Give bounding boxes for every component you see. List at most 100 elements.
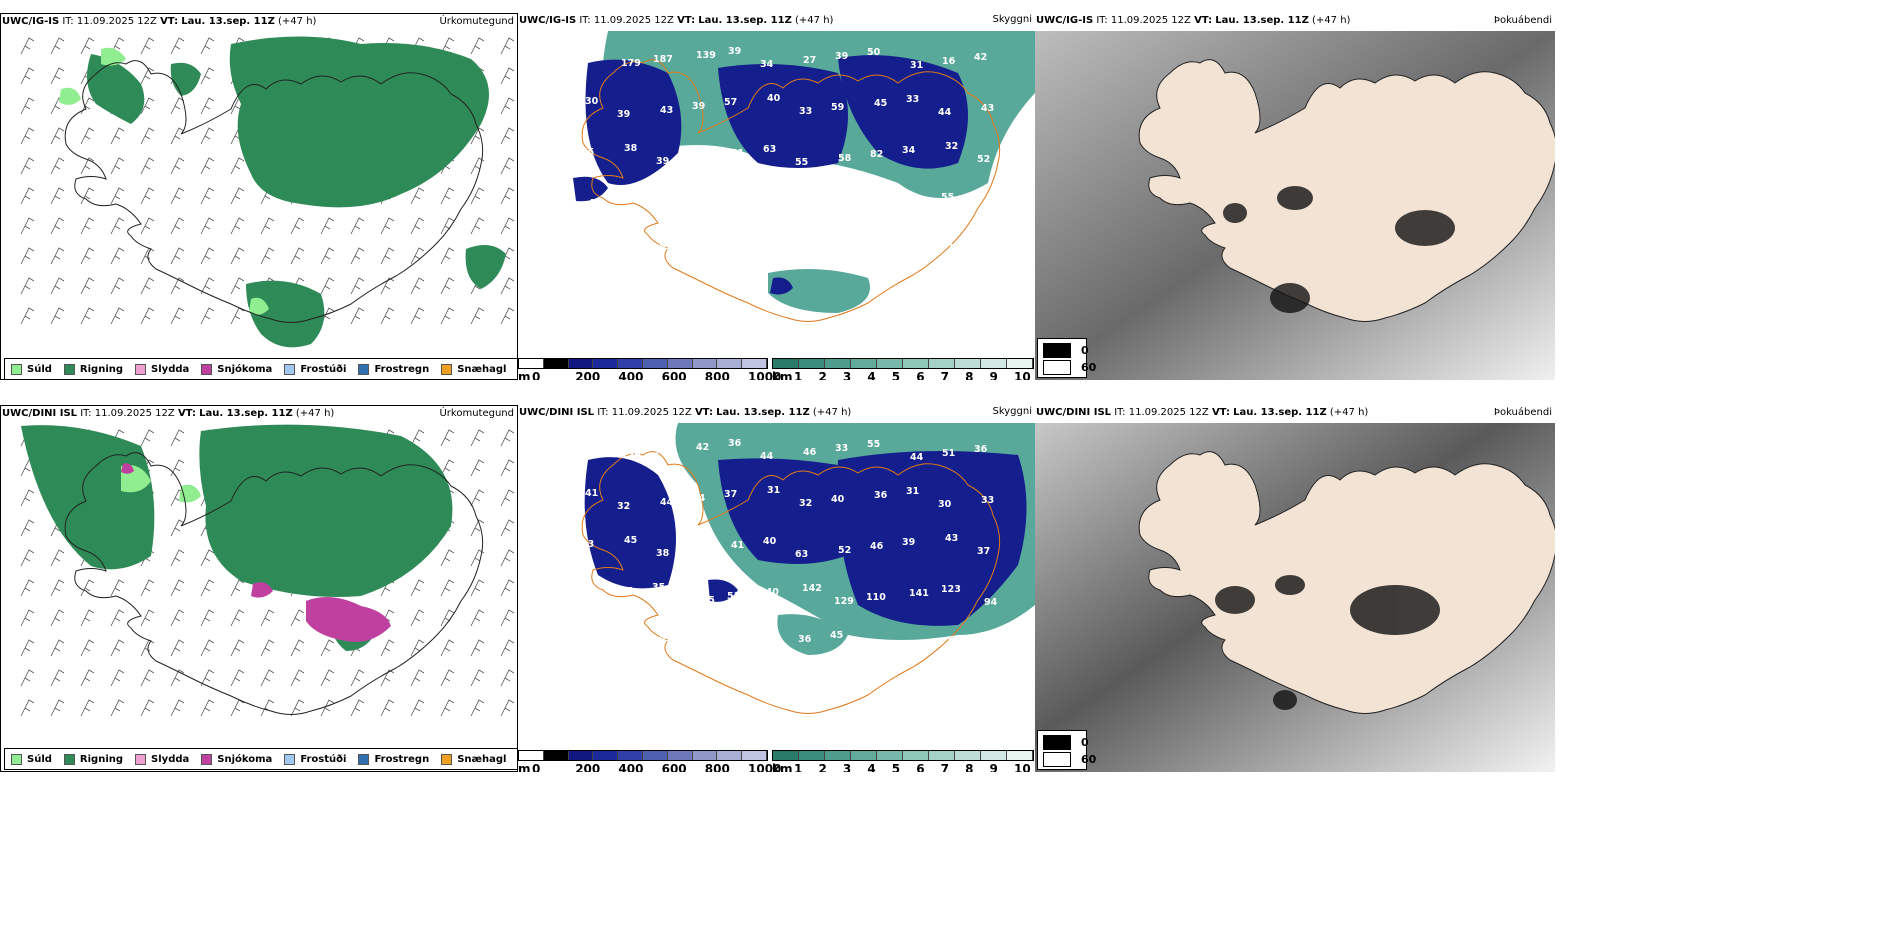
precip-title: Úrkomutegund [439, 408, 514, 419]
wind-barb [170, 699, 185, 717]
cloud-base-label: 30 [585, 96, 599, 107]
wind-barb [440, 187, 455, 205]
cloud-base-label: 37 [724, 489, 737, 500]
wind-barb [140, 157, 155, 175]
wind-barb [410, 609, 425, 627]
cloud-base-label: 34 [902, 145, 916, 156]
fog-title: Þokuábendi [1493, 15, 1552, 26]
cloud-base-label: 39 [692, 101, 705, 112]
fog-dark-spots [1215, 575, 1440, 710]
wind-barb [200, 67, 215, 85]
cloud-base-label: 54 [869, 677, 883, 688]
precip-legend: Súld Rigning Slydda Snjókoma Frostúði Frostre… [4, 748, 517, 770]
cloud-base-label: 244 [584, 641, 604, 652]
cloud-base-label: 110 [866, 592, 886, 603]
legend-label: Súld [27, 363, 52, 375]
wind-barb [200, 669, 215, 687]
cloud-base-label: 139 [696, 50, 716, 61]
wind-barb [500, 307, 515, 325]
cloud-base-label: 55 [867, 439, 880, 450]
legend-swatch [284, 753, 296, 765]
wind-barb [500, 579, 515, 597]
wind-barb [410, 699, 425, 717]
cloud-base-label: 82 [870, 149, 883, 160]
cloud-base-label: 33 [581, 539, 594, 550]
wind-barb [440, 37, 455, 55]
cloud-base-label: 141 [909, 588, 929, 599]
wind-barb [290, 669, 305, 687]
cloud-base-label: 36 [798, 634, 812, 645]
wind-barb [50, 277, 65, 295]
wind-barb [170, 277, 185, 295]
legend-item: Slydda [135, 753, 190, 765]
wind-barb [80, 277, 95, 295]
wind-barb [170, 549, 185, 567]
wind-barb [140, 187, 155, 205]
colorbar-strip [772, 750, 1034, 761]
cloud-base-label: 46 [803, 447, 817, 458]
wind-barb [110, 307, 125, 325]
cloud-base-label: 42 [873, 643, 886, 654]
precip-map [20, 424, 515, 717]
wind-barb [140, 67, 155, 85]
wind-barb [440, 459, 455, 477]
wind-barb [500, 549, 515, 567]
cloud-base-label: 56 [909, 196, 923, 207]
precip-map [20, 36, 515, 348]
cloud-base-label: 125 [695, 595, 715, 606]
colorbar-tick: 8 [965, 762, 974, 772]
wind-barb [20, 307, 35, 325]
cloud-base-label: 51 [802, 191, 815, 202]
wind-barb [410, 187, 425, 205]
cloud-base-label: 59 [653, 446, 666, 457]
panel-header: UWC/IG-IS IT: 11.09.2025 12Z VT: Lau. 13… [519, 15, 834, 26]
cloud-base-label: 43 [660, 105, 673, 116]
iceland-coastline [64, 60, 484, 323]
legend-item: Frostúði [284, 363, 346, 375]
wind-barb [290, 639, 305, 657]
cloud-base-label: 57 [724, 97, 737, 108]
legend-item: Rigning [63, 363, 123, 375]
cloud-base-label: 61 [580, 692, 593, 703]
wind-barb [470, 37, 485, 55]
cloud-map: 146 179 187 139 39 34 27 39 50 31 16 42 30 39 43 39 57 40… [573, 31, 1035, 322]
wind-barb [170, 639, 185, 657]
wind-barb [50, 579, 65, 597]
wind-barb [290, 609, 305, 627]
cloud-base-label: 52 [838, 545, 851, 556]
wind-barb [500, 699, 515, 717]
wind-barb [80, 247, 95, 265]
colorbar-tick: 800 [704, 762, 730, 772]
legend-swatch [63, 363, 75, 375]
cloud-base-label: 16 [942, 56, 956, 67]
cloud-base-label: 40 [767, 93, 781, 104]
cloud-base-label: 40 [687, 680, 701, 691]
legend-label: Slydda [151, 753, 190, 765]
wind-barb [170, 579, 185, 597]
wind-barb [470, 699, 485, 717]
colorbar-tick: 400 [618, 370, 644, 380]
colorbar-tick: 6 [916, 370, 925, 380]
cloud-base-label: 45 [874, 98, 887, 109]
wind-barb [140, 217, 155, 235]
wind-barb [20, 247, 35, 265]
wind-barb [260, 669, 275, 687]
fog-panel-row1: UWC/IG-IS IT: 11.09.2025 12Z VT: Lau. 13… [1035, 13, 1555, 380]
wind-barb [20, 277, 35, 295]
cloud-base-label: 162 [866, 200, 886, 211]
wind-barb [320, 217, 335, 235]
cloud-base-label: 43 [945, 533, 958, 544]
cloud-base-label: 31 [767, 485, 780, 496]
cloud-base-label: 32 [799, 498, 812, 509]
legend-swatch [441, 753, 453, 765]
cloud-base-label: 33 [981, 495, 994, 506]
wind-barb [140, 307, 155, 325]
wind-barb [500, 519, 515, 537]
wind-barb [230, 217, 245, 235]
wind-barb [170, 97, 185, 115]
legend-label: Frostregn [374, 753, 430, 765]
wind-barb [110, 157, 125, 175]
wind-barb [350, 247, 365, 265]
wind-barb [170, 187, 185, 205]
wind-barb [230, 579, 245, 597]
